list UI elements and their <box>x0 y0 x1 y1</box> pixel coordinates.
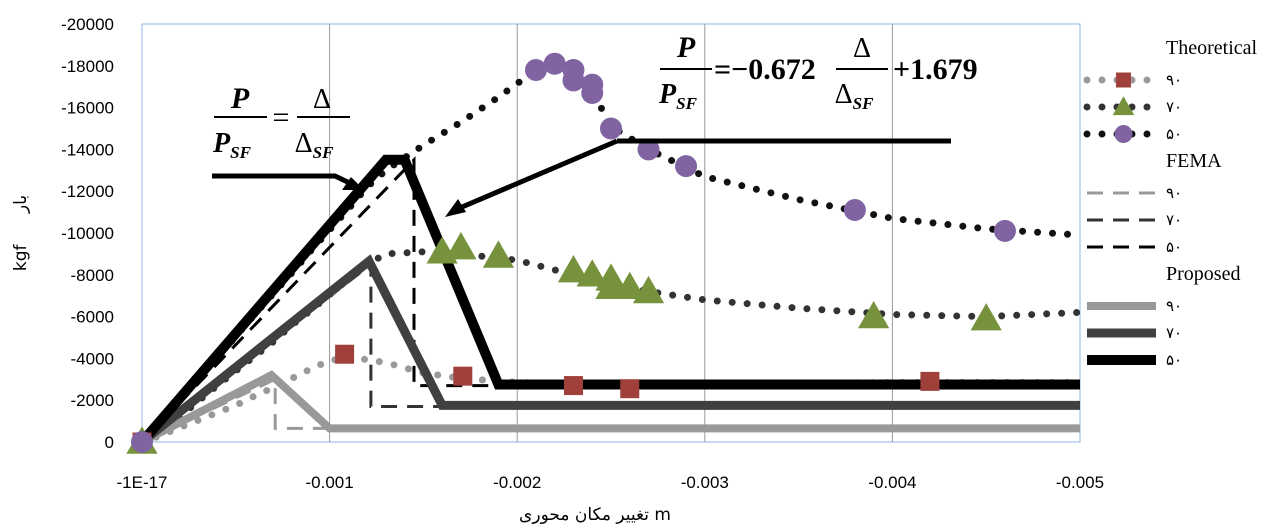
legend-entry-label: ۹۰ <box>1166 71 1182 89</box>
eq-right-rhs-den-sub: SF <box>853 94 874 113</box>
eq-left-lhs-den-sub: SF <box>230 143 251 162</box>
legend-entry-label: ۹۰ <box>1166 297 1182 315</box>
eq-left-rhs-den-sub: SF <box>313 143 334 162</box>
y-tick-label: -14000 <box>61 140 114 159</box>
legend-swatch-marker <box>1114 125 1133 143</box>
grid <box>329 24 893 442</box>
legend-entry-label: ۷۰ <box>1166 98 1182 116</box>
data-point-triangle <box>614 271 646 300</box>
x-axis-title: تغییر مکان محوری m <box>519 505 671 525</box>
eq-right-rhs-den-main: Δ <box>835 79 853 110</box>
legend-group-title: Proposed <box>1166 263 1240 285</box>
eq-left-equals: = <box>273 101 290 134</box>
x-tick-label: -0.001 <box>305 473 353 492</box>
data-point-square <box>335 344 355 364</box>
eq-left-rhs-den-main: Δ <box>295 128 313 159</box>
eq-right-rhs-num: Δ <box>853 33 871 64</box>
arrow-left-shaft <box>212 173 358 189</box>
data-point-circle <box>993 219 1016 242</box>
legend-swatch-marker <box>1112 96 1135 116</box>
x-tick-label: -0.005 <box>1056 473 1104 492</box>
y-tick-label: -4000 <box>71 349 114 368</box>
legend-entry-label: ۷۰ <box>1166 211 1182 229</box>
series <box>138 62 1084 446</box>
eq-left-lhs-den: PSF <box>212 128 252 162</box>
data-point-triangle <box>632 275 665 304</box>
eq-left-rhs-den: ΔSF <box>295 128 334 162</box>
y-tick-label: -10000 <box>61 224 114 243</box>
plot-area-frame <box>141 23 1081 443</box>
equation-right: P PSF =−0.672 Δ ΔSF +1.679 <box>658 31 978 113</box>
data-point-square <box>920 371 940 391</box>
data-point-circle <box>524 58 547 81</box>
y-axis-word: بار <box>11 195 31 214</box>
data-point-circle <box>675 155 698 178</box>
y-tick-label: -16000 <box>61 99 114 118</box>
data-point-triangle <box>858 301 890 329</box>
y-tick-label: -18000 <box>61 57 114 76</box>
series-line-fema-dashed <box>140 156 1080 444</box>
markers <box>126 52 1016 454</box>
data-point-circle <box>637 138 660 161</box>
x-tick-label: -0.004 <box>868 473 916 492</box>
y-axis-unit: kgf <box>11 243 31 271</box>
legend-group-title: Theoretical <box>1166 37 1257 59</box>
y-tick-label: -2000 <box>71 391 114 410</box>
data-point-square <box>563 376 583 396</box>
eq-right-lhs-den-main: P <box>658 79 677 110</box>
data-point-circle <box>843 199 866 222</box>
eq-right-lhs-den-sub: SF <box>676 94 697 113</box>
y-tick-label: -20000 <box>61 15 114 34</box>
legend-entry-label: ۵۰ <box>1166 351 1182 369</box>
data-point-circle <box>131 431 153 453</box>
legend-entry-label: ۵۰ <box>1166 125 1182 143</box>
y-tick-label: -12000 <box>61 182 114 201</box>
arrow-right-head <box>445 199 466 217</box>
eq-right-lhs-den: PSF <box>658 79 698 113</box>
eq-right-rhs-den: ΔSF <box>835 79 874 113</box>
series-line-proposed-solid <box>140 370 1080 446</box>
y-tick-label: -6000 <box>71 308 114 327</box>
legend-entry-label: ۹۰ <box>1166 184 1182 202</box>
x-tick-label: -1E-17 <box>116 473 167 492</box>
arrow-left-head <box>342 177 364 190</box>
eq-right-coef: =−0.672 <box>714 53 816 86</box>
legend-entry-label: ۵۰ <box>1166 238 1182 256</box>
eq-right-lhs-num: P <box>676 31 696 64</box>
data-point-triangle <box>557 255 590 283</box>
x-tick-label: -0.003 <box>681 473 729 492</box>
data-point-triangle <box>445 232 477 260</box>
legend: Theoretical ۹۰ ۷۰ ۵۰ FEMA ۹۰ ۷۰ ۵۰ Proposed ۹۰ ۷۰ ۵… <box>1083 37 1257 369</box>
data-point-triangle <box>482 240 515 268</box>
y-axis-title: kgf بار <box>11 195 31 271</box>
data-point-square <box>453 366 473 386</box>
series-line-proposed-solid <box>139 254 1080 446</box>
data-point-triangle <box>576 259 608 287</box>
legend-swatch-marker <box>1116 72 1131 88</box>
legend-entry-label: ۷۰ <box>1166 324 1182 342</box>
data-point-circle <box>543 52 566 75</box>
y-tick-label: -8000 <box>71 266 114 285</box>
arrow-right-shaft <box>454 138 618 213</box>
eq-left-lhs-num: P <box>230 82 250 115</box>
eq-right-const: +1.679 <box>893 53 978 86</box>
data-point-circle <box>600 117 622 140</box>
equation-left: P PSF = Δ ΔSF <box>212 82 350 162</box>
y-axis-title-text: kgf بار <box>11 195 31 271</box>
tick-labels: -1E-17 -0.001 -0.002 -0.003 -0.004 -0.005 0 -20… <box>61 15 1104 492</box>
data-point-circle <box>581 81 604 104</box>
data-point-triangle <box>970 303 1002 331</box>
data-point-square <box>620 379 640 399</box>
eq-left-rhs-num: Δ <box>313 84 331 115</box>
series-line-proposed-solid <box>138 154 1080 446</box>
y-tick-label: 0 <box>105 433 114 452</box>
annotation-arrows <box>212 138 951 217</box>
data-point-circle <box>562 69 585 92</box>
eq-left-lhs-den-main: P <box>212 128 231 159</box>
x-tick-label: -0.002 <box>493 473 541 492</box>
legend-group-title: FEMA <box>1166 150 1222 172</box>
